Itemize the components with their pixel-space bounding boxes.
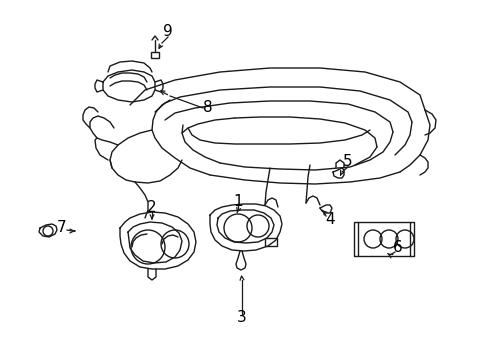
Text: 9: 9: [163, 24, 173, 40]
Text: 8: 8: [203, 100, 212, 116]
Text: 1: 1: [233, 194, 243, 210]
Text: 4: 4: [325, 212, 334, 228]
Bar: [357, 222, 409, 256]
Bar: [264, 238, 276, 246]
Text: 7: 7: [57, 220, 67, 235]
Bar: [151, 52, 159, 58]
Text: 2: 2: [147, 201, 157, 216]
Text: 6: 6: [392, 240, 402, 256]
Text: 3: 3: [237, 310, 246, 325]
Text: 5: 5: [343, 154, 352, 170]
